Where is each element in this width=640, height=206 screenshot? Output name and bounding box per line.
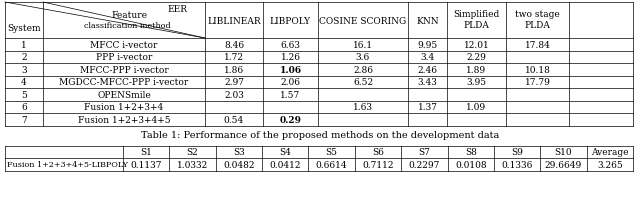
Text: PPP i-vector: PPP i-vector — [96, 53, 152, 62]
Text: 29.6649: 29.6649 — [545, 160, 582, 169]
Text: 1.89: 1.89 — [467, 66, 486, 74]
Text: S4: S4 — [279, 147, 291, 157]
Text: 0.0482: 0.0482 — [223, 160, 255, 169]
Text: 6.63: 6.63 — [280, 41, 301, 49]
Text: Simplified: Simplified — [453, 9, 500, 18]
Text: 6.52: 6.52 — [353, 78, 373, 87]
Text: S7: S7 — [419, 147, 430, 157]
Text: PLDA: PLDA — [463, 20, 490, 29]
Text: 2.46: 2.46 — [417, 66, 438, 74]
Text: 2: 2 — [21, 53, 27, 62]
Text: two stage: two stage — [515, 9, 560, 18]
Text: 1: 1 — [21, 41, 27, 49]
Text: 2.97: 2.97 — [224, 78, 244, 87]
Text: 2.03: 2.03 — [224, 90, 244, 99]
Text: 17.84: 17.84 — [525, 41, 550, 49]
Text: Feature: Feature — [111, 12, 147, 20]
Text: S8: S8 — [465, 147, 477, 157]
Text: 1.57: 1.57 — [280, 90, 301, 99]
Text: S10: S10 — [555, 147, 572, 157]
Text: 3.265: 3.265 — [597, 160, 623, 169]
Text: 0.0412: 0.0412 — [269, 160, 301, 169]
Text: Fusion 1+2+3+4+5-LIBPOLY: Fusion 1+2+3+4+5-LIBPOLY — [7, 160, 128, 169]
Text: 3.4: 3.4 — [420, 53, 435, 62]
Text: 5: 5 — [21, 90, 27, 99]
Text: 0.6614: 0.6614 — [316, 160, 348, 169]
Text: LIBPOLY: LIBPOLY — [270, 16, 311, 25]
Text: COSINE SCORING: COSINE SCORING — [319, 16, 406, 25]
Text: 2.29: 2.29 — [467, 53, 486, 62]
Text: 1.0332: 1.0332 — [177, 160, 208, 169]
Text: MGDCC-MFCC-PPP i-vector: MGDCC-MFCC-PPP i-vector — [60, 78, 189, 87]
Text: 3: 3 — [21, 66, 27, 74]
Text: PLDA: PLDA — [525, 20, 550, 29]
Text: 9.95: 9.95 — [417, 41, 438, 49]
Text: S1: S1 — [140, 147, 152, 157]
Text: 0.7112: 0.7112 — [362, 160, 394, 169]
Text: 6: 6 — [21, 103, 27, 112]
Text: 8.46: 8.46 — [224, 41, 244, 49]
Text: 2.06: 2.06 — [280, 78, 301, 87]
Text: 4: 4 — [21, 78, 27, 87]
Text: 3.95: 3.95 — [467, 78, 486, 87]
Text: LIBLINEAR: LIBLINEAR — [207, 16, 261, 25]
Text: Fusion 1+2+3+4: Fusion 1+2+3+4 — [84, 103, 164, 112]
Text: 1.86: 1.86 — [224, 66, 244, 74]
Text: 0.1137: 0.1137 — [131, 160, 162, 169]
Text: 17.79: 17.79 — [525, 78, 550, 87]
Text: KNN: KNN — [416, 16, 439, 25]
Text: 7: 7 — [21, 115, 27, 124]
Text: 3.43: 3.43 — [417, 78, 437, 87]
Text: 0.29: 0.29 — [280, 115, 301, 124]
Text: 0.2297: 0.2297 — [409, 160, 440, 169]
Text: 0.1336: 0.1336 — [501, 160, 532, 169]
Text: MFCC-PPP i-vector: MFCC-PPP i-vector — [79, 66, 168, 74]
Text: S3: S3 — [233, 147, 244, 157]
Text: 1.63: 1.63 — [353, 103, 373, 112]
Text: 10.18: 10.18 — [525, 66, 550, 74]
Text: Fusion 1+2+3+4+5: Fusion 1+2+3+4+5 — [77, 115, 170, 124]
Text: EER: EER — [167, 5, 187, 13]
Text: Table 1: Performance of the proposed methods on the development data: Table 1: Performance of the proposed met… — [141, 130, 499, 139]
Text: 0.0108: 0.0108 — [455, 160, 486, 169]
Text: S9: S9 — [511, 147, 523, 157]
Text: S2: S2 — [187, 147, 198, 157]
Text: 12.01: 12.01 — [463, 41, 490, 49]
Text: 3.6: 3.6 — [356, 53, 370, 62]
Text: 1.37: 1.37 — [417, 103, 438, 112]
Text: 0.54: 0.54 — [224, 115, 244, 124]
Text: Average: Average — [591, 147, 628, 157]
Text: MFCC i-vector: MFCC i-vector — [90, 41, 157, 49]
Text: 16.1: 16.1 — [353, 41, 373, 49]
Text: S6: S6 — [372, 147, 384, 157]
Text: 1.26: 1.26 — [280, 53, 301, 62]
Text: 1.72: 1.72 — [224, 53, 244, 62]
Text: System: System — [7, 24, 41, 33]
Text: classification method: classification method — [84, 22, 170, 30]
Text: 1.06: 1.06 — [280, 66, 301, 74]
Text: 2.86: 2.86 — [353, 66, 373, 74]
Text: 1.09: 1.09 — [467, 103, 486, 112]
Text: OPENSmile: OPENSmile — [97, 90, 151, 99]
Text: S5: S5 — [326, 147, 338, 157]
